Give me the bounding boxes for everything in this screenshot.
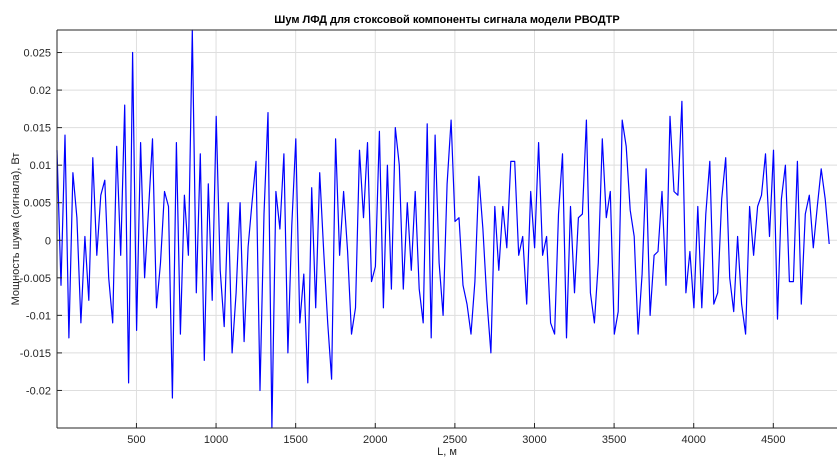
x-tick-labels: 500 1000 1500 2000 2500 3000 3500 4000 4500 <box>127 434 785 446</box>
y-tick-label: 0.015 <box>23 123 51 135</box>
y-tick-label: 0.005 <box>23 198 51 210</box>
x-axis-label: L, м <box>437 446 457 458</box>
y-tick-label: -0.015 <box>20 348 51 360</box>
y-tick-label: -0.005 <box>20 273 51 285</box>
y-tick-label: -0.01 <box>26 310 51 322</box>
y-tick-labels: -0.02 -0.015 -0.01 -0.005 0 0.005 0.01 0.015 0.0… <box>20 48 51 398</box>
y-axis-label: Мощность шума (сигнала), Вт <box>10 153 22 306</box>
x-tick-label: 4000 <box>681 434 705 446</box>
chart-title: Шум ЛФД для стоксовой компоненты сигнала… <box>274 14 619 26</box>
x-tick-label: 2500 <box>443 434 467 446</box>
x-tick-label: 500 <box>127 434 145 446</box>
axes <box>56 29 837 429</box>
y-tick-label: 0.025 <box>23 48 51 60</box>
x-tick-label: 3500 <box>602 434 626 446</box>
x-tick-label: 1500 <box>283 434 307 446</box>
noise-series-line <box>56 29 830 429</box>
series-layer <box>56 29 830 429</box>
x-tick-label: 1000 <box>204 434 228 446</box>
y-tick-label: 0.02 <box>30 85 51 97</box>
y-tick-label: 0.01 <box>30 160 51 172</box>
y-tick-label: -0.02 <box>26 385 51 397</box>
y-tick-label: 0 <box>45 235 51 247</box>
x-tick-label: 2000 <box>363 434 387 446</box>
x-tick-label: 4500 <box>761 434 785 446</box>
x-tick-label: 3000 <box>522 434 546 446</box>
